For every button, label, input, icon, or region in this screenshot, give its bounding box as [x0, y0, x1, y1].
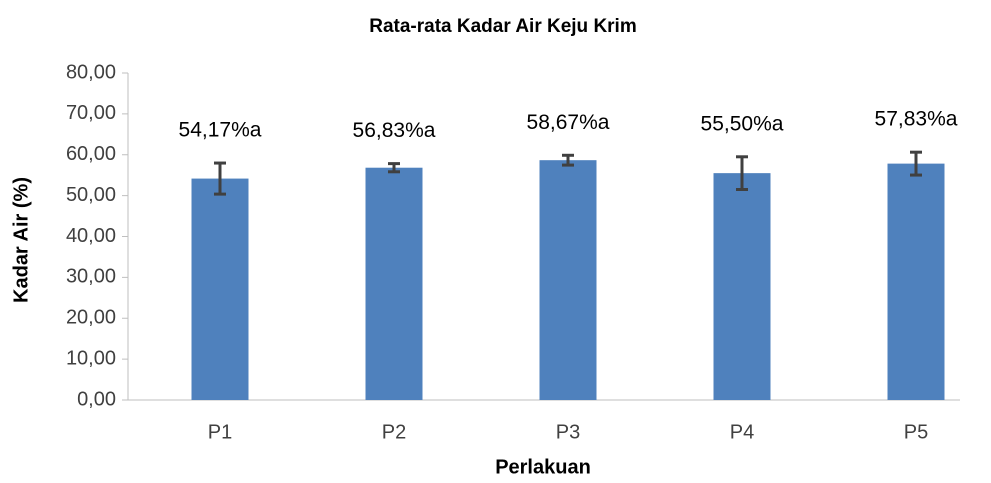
chart-title: Rata-rata Kadar Air Keju Krim [369, 16, 636, 37]
bar [365, 167, 423, 400]
y-tick-label: 0,00 [77, 388, 116, 410]
x-tick-label: P4 [730, 421, 754, 443]
y-tick-label: 40,00 [66, 225, 116, 247]
y-tick-label: 80,00 [66, 61, 116, 83]
y-tick-label: 20,00 [66, 307, 116, 329]
y-tick-label: 50,00 [66, 184, 116, 206]
error-bar [562, 153, 574, 167]
y-axis-label: Kadar Air (%) [10, 177, 32, 303]
y-tick-label: 30,00 [66, 266, 116, 288]
x-tick-label: P3 [556, 421, 580, 443]
error-bar [214, 161, 226, 196]
error-bar [910, 150, 922, 177]
x-tick-label: P1 [208, 421, 232, 443]
y-tick-label: 70,00 [66, 102, 116, 124]
bar [191, 178, 249, 400]
bar [713, 173, 771, 400]
x-axis-label: Perlakuan [495, 456, 591, 478]
data-label: 55,50%a [701, 112, 784, 135]
bar [887, 163, 945, 400]
data-label: 54,17%a [179, 119, 262, 142]
y-tick-label: 60,00 [66, 143, 116, 165]
data-label: 58,67%a [527, 111, 610, 134]
x-tick-label: P5 [904, 421, 928, 443]
error-bar [736, 155, 748, 191]
y-tick-label: 10,00 [66, 347, 116, 369]
error-bar [388, 162, 400, 174]
x-tick-label: P2 [382, 421, 406, 443]
data-label: 56,83%a [353, 119, 436, 142]
data-label: 57,83%a [875, 108, 958, 131]
bar [539, 160, 597, 400]
